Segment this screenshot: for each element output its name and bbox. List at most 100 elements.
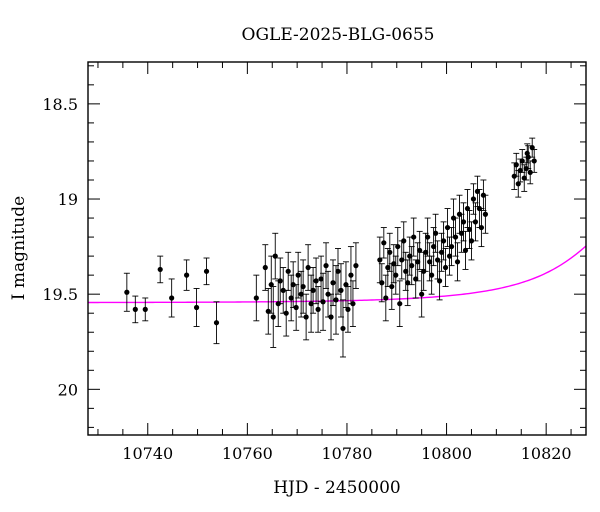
point-marker [472, 219, 479, 225]
data-point [333, 265, 340, 335]
data-point [183, 259, 190, 291]
point-marker [283, 310, 289, 316]
data-point [436, 261, 443, 301]
point-marker [395, 243, 401, 250]
data-point [123, 272, 130, 312]
point-marker [288, 295, 294, 301]
point-marker [348, 272, 354, 278]
data-point [310, 267, 317, 314]
point-marker [142, 306, 148, 312]
point-marker [385, 264, 391, 271]
point-marker [531, 158, 537, 164]
point-marker [462, 247, 469, 254]
data-point [428, 255, 435, 295]
point-marker [478, 224, 485, 231]
data-point [157, 255, 164, 284]
x-tick-label: 10760 [222, 444, 273, 463]
data-points-layer [123, 137, 538, 358]
point-marker [440, 238, 447, 244]
data-point [330, 259, 337, 307]
point-marker [305, 264, 311, 271]
data-point [253, 274, 260, 322]
data-point [315, 286, 322, 333]
point-marker [454, 259, 461, 265]
data-point [262, 244, 269, 291]
x-ticks: 10740 10760 10780 10800 10820 [97, 62, 572, 463]
point-marker [277, 278, 283, 284]
data-point [440, 221, 447, 261]
point-marker [409, 263, 415, 269]
data-point [303, 293, 310, 341]
point-marker [272, 253, 278, 259]
point-marker [429, 272, 435, 278]
data-point [404, 259, 411, 307]
point-marker [315, 306, 321, 312]
point-marker [519, 158, 525, 164]
point-marker [293, 304, 299, 311]
point-marker [308, 301, 314, 307]
point-marker [448, 243, 455, 250]
point-marker [419, 291, 425, 297]
point-marker [387, 249, 393, 255]
point-marker [401, 238, 407, 244]
data-point [288, 274, 295, 322]
point-marker [513, 162, 519, 168]
point-marker [328, 314, 334, 320]
point-marker [157, 266, 163, 273]
data-point [272, 232, 279, 280]
data-point [298, 270, 305, 318]
y-tick-label: 19.5 [42, 285, 78, 304]
point-marker [330, 280, 336, 286]
point-marker [444, 224, 451, 231]
point-marker [527, 169, 533, 175]
data-point [283, 289, 290, 337]
point-marker [460, 219, 467, 225]
x-axis-label: HJD - 2450000 [273, 478, 401, 498]
point-marker [452, 234, 459, 240]
data-point [213, 301, 220, 345]
point-marker [458, 230, 465, 236]
data-point [268, 255, 275, 314]
point-marker [303, 314, 309, 320]
point-marker [482, 211, 489, 217]
point-marker [413, 276, 419, 282]
point-marker [203, 268, 210, 274]
point-marker [407, 253, 413, 259]
data-point [410, 217, 417, 257]
data-point [203, 257, 210, 286]
y-tick-label: 18.5 [42, 95, 78, 114]
point-marker [379, 280, 385, 286]
point-marker [285, 268, 291, 274]
point-marker [442, 264, 449, 271]
point-marker [335, 268, 341, 274]
point-marker [345, 306, 351, 312]
data-point [293, 284, 300, 331]
point-marker [389, 283, 395, 290]
point-marker [468, 238, 475, 244]
point-marker [381, 240, 387, 246]
point-marker [377, 257, 383, 263]
data-point [482, 194, 489, 234]
point-marker [383, 295, 389, 301]
data-point [305, 244, 312, 291]
data-point [406, 236, 413, 276]
data-point [142, 297, 149, 322]
data-point [323, 242, 330, 289]
point-marker [313, 278, 319, 284]
point-marker [124, 289, 130, 295]
data-point [295, 251, 302, 299]
point-marker [474, 188, 481, 195]
point-marker [524, 150, 530, 156]
point-marker [415, 259, 421, 265]
point-marker [193, 304, 200, 311]
x-tick-label: 10740 [122, 444, 173, 463]
point-marker [515, 181, 521, 187]
plot-frame [87, 61, 587, 436]
data-point [394, 227, 401, 267]
data-point [334, 248, 341, 295]
data-point [308, 274, 315, 333]
point-marker [446, 253, 453, 259]
data-point [300, 259, 307, 314]
point-marker [340, 325, 346, 332]
